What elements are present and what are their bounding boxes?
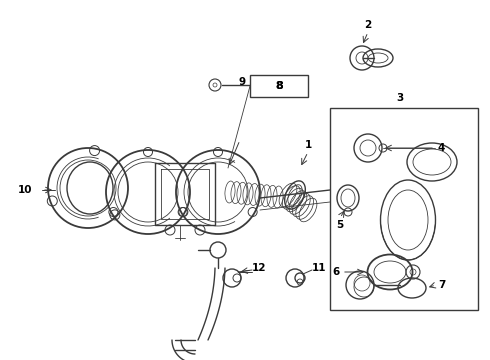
Text: 9: 9 xyxy=(238,77,245,87)
Text: 3: 3 xyxy=(396,93,404,103)
Bar xyxy=(250,75,308,97)
Text: 11: 11 xyxy=(312,263,326,273)
Text: 2: 2 xyxy=(365,20,371,30)
Text: 4: 4 xyxy=(438,143,445,153)
Text: 7: 7 xyxy=(438,280,445,290)
Text: 5: 5 xyxy=(336,220,343,230)
Text: 12: 12 xyxy=(252,263,267,273)
Text: 8: 8 xyxy=(275,81,283,91)
Bar xyxy=(330,108,478,310)
Text: 1: 1 xyxy=(304,140,312,150)
Text: 6: 6 xyxy=(333,267,340,277)
Text: 10: 10 xyxy=(18,185,32,195)
Text: 8: 8 xyxy=(275,81,283,91)
